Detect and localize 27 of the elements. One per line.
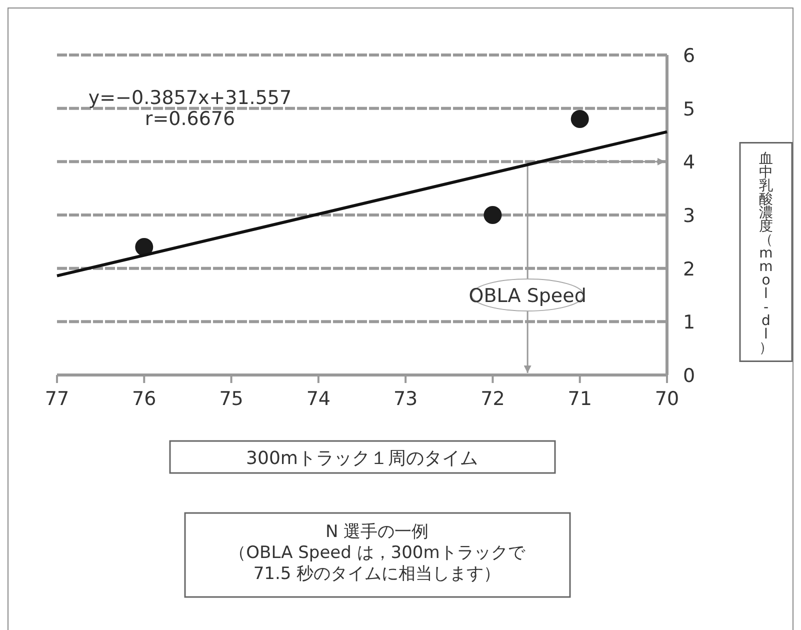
- y-tick-label: 5: [683, 98, 696, 120]
- x-tick-label: 71: [568, 388, 592, 410]
- text: 血中乳酸濃度（mmol-dl）: [759, 150, 773, 356]
- text: 71.5 秒のタイムに相当します）: [253, 564, 501, 584]
- y-tick-label: 1: [683, 312, 696, 334]
- text: （OBLA Speed は，300mトラックで: [229, 543, 526, 563]
- x-tick-label: 72: [480, 388, 505, 410]
- annotation: OBLA Speed: [468, 285, 586, 307]
- y-tick-label: 4: [683, 152, 696, 174]
- x-tick-label: 73: [393, 388, 418, 410]
- y-tick-label: 3: [683, 205, 696, 227]
- text: N 選手の一例: [325, 522, 429, 542]
- x-tick-label: 77: [44, 388, 70, 410]
- point: [570, 110, 589, 128]
- annotation: r=0.6676: [144, 108, 236, 130]
- annotation: OBLA Speed: [468, 278, 586, 312]
- y-tick-label: 2: [683, 258, 696, 280]
- x-tick-label: 75: [219, 388, 244, 410]
- x-tick-label: 70: [654, 388, 680, 410]
- annotation: y=−0.3857x+31.557: [88, 87, 292, 109]
- point: [484, 206, 502, 224]
- point: [135, 238, 154, 256]
- x-tick-label: 76: [132, 388, 156, 410]
- y-tick-label: 6: [683, 45, 696, 67]
- x-tick-label: 74: [306, 388, 331, 410]
- y-tick-label: 0: [683, 365, 696, 387]
- x-axis-title: 300mトラック１周のタイム: [246, 448, 478, 469]
